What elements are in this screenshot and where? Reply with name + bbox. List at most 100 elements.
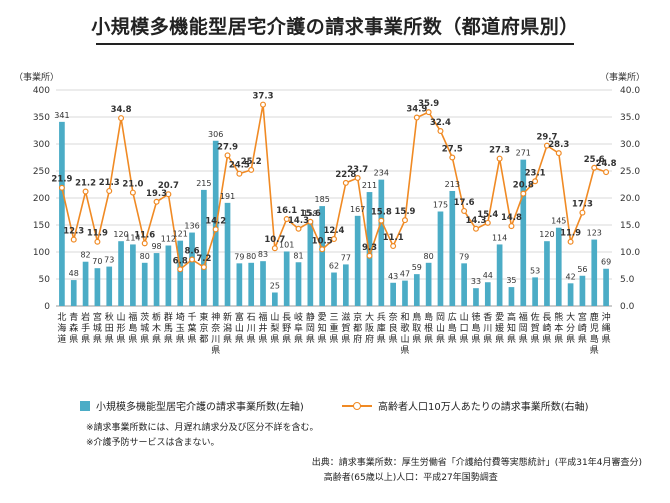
bar-value-label: 191 [220,192,235,201]
category-label: 愛媛県 [495,311,504,345]
line-point [260,101,267,108]
bar [153,253,160,306]
line-point [342,179,349,186]
line-point [484,219,491,226]
right-tick-label: 5.0 [620,275,635,285]
bar-value-label: 213 [445,180,460,189]
bar-value-label: 114 [492,233,507,242]
bar [331,272,337,306]
legend-label-bar: 小規模多機能型居宅介護の請求事業所数(左軸) [96,402,304,413]
bar [295,262,302,306]
line-value-label: 23.1 [525,168,546,178]
line-value-label: 22.8 [335,170,356,180]
line-value-label: 15.9 [394,207,415,217]
category-label: 千葉県 [188,312,197,345]
category-label: 三重県 [329,313,338,345]
category-label: 北海道 [57,312,66,345]
bar-value-label: 44 [483,271,493,280]
line-point [472,225,479,232]
bar-value-label: 306 [208,130,223,139]
line-value-label: 23.7 [347,165,368,175]
bar [189,232,195,306]
bar [520,159,527,306]
line-value-label: 27.9 [217,142,238,152]
right-tick-label: 25.0 [620,167,640,177]
category-label: 長野県 [282,312,291,345]
bar-value-label: 81 [293,251,303,260]
line-value-label: 24.8 [596,159,617,169]
category-label: 福島県 [128,311,137,345]
right-tick-label: 15.0 [620,221,640,231]
bar [236,263,243,306]
bar [141,262,148,306]
category-label: 山形県 [117,312,126,345]
line-point [401,217,408,224]
bar [390,282,396,306]
category-label: 茨城県 [140,311,149,345]
bar [165,245,172,306]
bar-value-label: 33 [471,277,481,286]
bar-value-label: 79 [234,252,244,261]
left-tick-label: 300 [33,140,50,150]
line-value-label: 11.1 [383,233,404,243]
right-tick-label: 30.0 [620,140,640,150]
category-label: 奈良県 [389,311,398,345]
category-label: 青森県 [69,311,78,345]
line-value-label: 28.3 [548,140,569,150]
category-label: 愛知県 [318,311,327,345]
bar-value-label: 271 [516,149,531,158]
bar-value-label: 47 [400,270,410,279]
bar-value-label: 42 [566,272,576,281]
left-tick-label: 50 [39,275,51,285]
bar [70,280,77,306]
line-value-label: 10.7 [264,235,285,245]
line-point [58,184,65,191]
bar [342,264,349,306]
bar [106,266,113,306]
category-label: 沖縄県 [602,311,611,345]
bar-value-label: 43 [388,272,398,281]
right-tick-label: 20.0 [620,194,640,204]
category-label: 栃木県 [152,311,161,345]
bar-value-label: 80 [246,252,256,261]
line-point [567,238,574,245]
line-point [378,217,385,224]
category-label: 広島県 [448,311,457,345]
line-point [295,225,302,232]
line-value-label: 27.3 [489,146,510,156]
line-value-label: 7.2 [196,254,211,264]
bar-value-label: 80 [140,252,150,261]
bar-value-label: 167 [350,205,365,214]
bar-value-label: 114 [125,233,140,242]
right-tick-label: 0.0 [620,302,635,312]
bar [224,202,231,306]
line-point [271,245,278,252]
line-point [283,216,290,223]
line-point [70,236,77,243]
line-value-label: 37.3 [253,92,274,102]
category-label: 富山県 [235,311,244,345]
bar-value-label: 112 [161,235,176,244]
bar-value-label: 48 [69,269,79,278]
category-label: 兵庫県 [377,311,386,345]
bar [130,244,136,306]
bar [579,275,586,306]
line-point [461,207,468,214]
line-point [165,191,172,198]
bar-value-label: 159 [303,209,318,218]
line-point [366,252,373,259]
bar-value-label: 185 [315,195,330,204]
bar-value-label: 69 [601,258,611,267]
category-label: 山口県 [460,312,469,345]
line-point [248,166,255,173]
left-tick-label: 250 [33,167,50,177]
line-value-label: 14.3 [288,216,309,226]
line-value-label: 9.3 [362,243,377,253]
line-point [212,226,219,233]
category-label: 神奈川県 [211,311,220,356]
left-tick-label: 150 [33,221,50,231]
line-point [189,256,196,263]
chart-title: 小規模多機能型居宅介護の請求事業所数（都道府県別） [91,16,579,38]
line-value-label: 15.4 [477,210,498,220]
combo-chart: 0 50 100 150 200 250 300 350 400 0.0 5.0 10.0 15.0 20… [33,86,641,356]
